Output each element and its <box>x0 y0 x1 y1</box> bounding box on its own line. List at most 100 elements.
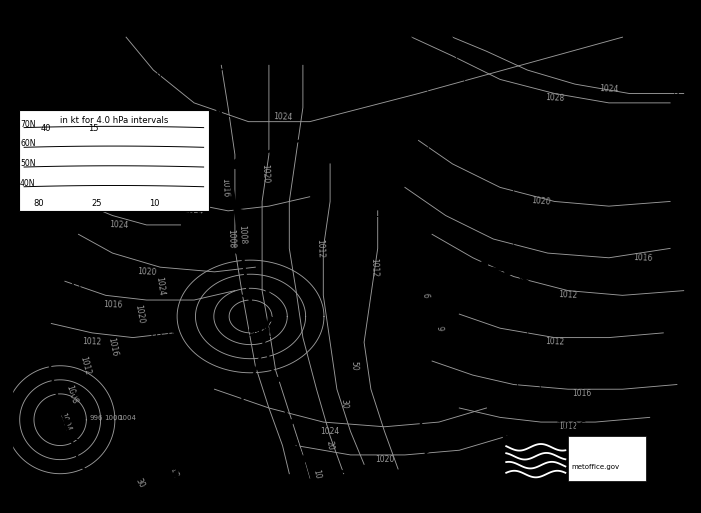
Text: 1028: 1028 <box>116 168 136 179</box>
Text: 1024: 1024 <box>320 427 340 436</box>
Polygon shape <box>613 139 625 151</box>
Text: 80: 80 <box>34 199 44 208</box>
Text: L: L <box>246 295 257 314</box>
Text: 1024: 1024 <box>273 112 292 122</box>
Text: 1031: 1031 <box>148 331 179 344</box>
Text: 1012: 1012 <box>315 239 325 258</box>
Polygon shape <box>298 453 308 461</box>
Text: 1016: 1016 <box>106 337 119 358</box>
Polygon shape <box>50 371 61 379</box>
Polygon shape <box>76 456 88 463</box>
Text: 1024: 1024 <box>184 206 204 216</box>
Text: 1016: 1016 <box>674 389 680 408</box>
Polygon shape <box>477 115 489 128</box>
Text: 1016: 1016 <box>633 253 653 263</box>
Text: 1004: 1004 <box>118 415 136 421</box>
Text: H: H <box>54 251 69 269</box>
Text: 10: 10 <box>149 199 160 208</box>
Text: 40: 40 <box>41 124 51 133</box>
Text: 1012: 1012 <box>545 338 564 347</box>
Text: 1012: 1012 <box>369 258 379 277</box>
Text: 50: 50 <box>349 361 359 371</box>
Text: H: H <box>149 301 164 319</box>
Text: 1008: 1008 <box>64 383 79 404</box>
Text: 1008: 1008 <box>237 225 247 244</box>
Polygon shape <box>328 125 339 137</box>
Text: 6: 6 <box>421 292 430 298</box>
Text: 10: 10 <box>672 37 681 46</box>
Text: 1012: 1012 <box>558 290 578 300</box>
Text: L: L <box>56 399 67 417</box>
Text: 1004: 1004 <box>57 411 72 432</box>
Polygon shape <box>275 377 285 383</box>
Text: 1016: 1016 <box>103 300 122 309</box>
Polygon shape <box>525 125 536 137</box>
Polygon shape <box>247 292 258 299</box>
Text: 1016: 1016 <box>220 177 229 197</box>
Text: 40: 40 <box>168 467 180 480</box>
Polygon shape <box>397 264 407 271</box>
Text: 9: 9 <box>434 325 444 331</box>
Polygon shape <box>170 471 179 479</box>
Text: 1020: 1020 <box>137 267 156 277</box>
Polygon shape <box>261 348 271 355</box>
Polygon shape <box>24 184 34 191</box>
Text: 1006: 1006 <box>556 420 587 433</box>
Text: in kt for 4.0 hPa intervals: in kt for 4.0 hPa intervals <box>60 115 168 125</box>
Text: 1028: 1028 <box>545 93 564 103</box>
Text: 40N: 40N <box>20 179 36 188</box>
Text: 1024: 1024 <box>674 85 680 103</box>
Polygon shape <box>226 198 236 205</box>
Polygon shape <box>233 248 250 254</box>
Polygon shape <box>234 207 245 214</box>
Text: 1: 1 <box>666 467 674 481</box>
Text: 50N: 50N <box>20 159 36 168</box>
Text: H: H <box>374 176 388 194</box>
Text: 1041: 1041 <box>53 282 84 295</box>
Polygon shape <box>247 386 257 392</box>
Text: 1016: 1016 <box>572 389 592 399</box>
Text: 25: 25 <box>92 199 102 208</box>
Text: L: L <box>559 389 571 408</box>
Polygon shape <box>240 292 249 299</box>
Polygon shape <box>411 358 421 365</box>
Polygon shape <box>288 419 299 426</box>
Polygon shape <box>409 275 422 287</box>
Polygon shape <box>418 404 428 411</box>
Polygon shape <box>198 447 208 455</box>
Text: 1000: 1000 <box>104 415 122 421</box>
Text: 60N: 60N <box>20 139 36 148</box>
Text: 1020: 1020 <box>134 304 146 324</box>
Polygon shape <box>228 160 238 168</box>
Polygon shape <box>261 334 271 341</box>
Text: 1016: 1016 <box>287 34 305 40</box>
Polygon shape <box>225 419 236 426</box>
Polygon shape <box>404 310 414 318</box>
Text: 1024: 1024 <box>109 220 129 230</box>
Polygon shape <box>346 467 355 475</box>
Bar <box>568 436 646 481</box>
Text: L: L <box>192 152 203 170</box>
Text: 30: 30 <box>339 398 348 408</box>
Polygon shape <box>383 115 393 128</box>
Polygon shape <box>30 231 41 238</box>
Text: 1031: 1031 <box>515 165 547 177</box>
Text: 1024: 1024 <box>599 84 619 94</box>
Text: 1028: 1028 <box>674 94 680 112</box>
Polygon shape <box>219 163 237 170</box>
Text: 10: 10 <box>311 468 322 479</box>
Polygon shape <box>273 140 285 151</box>
Polygon shape <box>573 134 583 146</box>
Polygon shape <box>505 266 520 276</box>
Polygon shape <box>425 447 435 454</box>
Text: metoffice.gov: metoffice.gov <box>571 464 620 470</box>
Text: 1029: 1029 <box>372 207 404 220</box>
Text: 1016: 1016 <box>674 249 680 267</box>
Text: 991: 991 <box>57 430 80 443</box>
Text: 1019: 1019 <box>189 183 220 196</box>
Text: 20: 20 <box>325 440 335 451</box>
Text: 1020: 1020 <box>531 196 551 207</box>
Polygon shape <box>268 315 278 322</box>
Text: 1020: 1020 <box>375 455 394 464</box>
Text: 1008: 1008 <box>226 229 236 249</box>
